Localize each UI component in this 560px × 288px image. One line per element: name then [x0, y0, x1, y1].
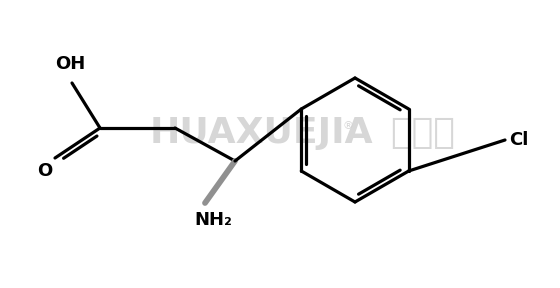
Text: NH₂: NH₂	[194, 211, 232, 229]
Text: HUAXUEJIA: HUAXUEJIA	[150, 116, 374, 150]
Text: OH: OH	[55, 55, 85, 73]
Text: 化学加: 化学加	[390, 116, 455, 150]
Text: Cl: Cl	[509, 131, 529, 149]
Text: ®: ®	[343, 121, 353, 131]
Text: O: O	[38, 162, 53, 180]
